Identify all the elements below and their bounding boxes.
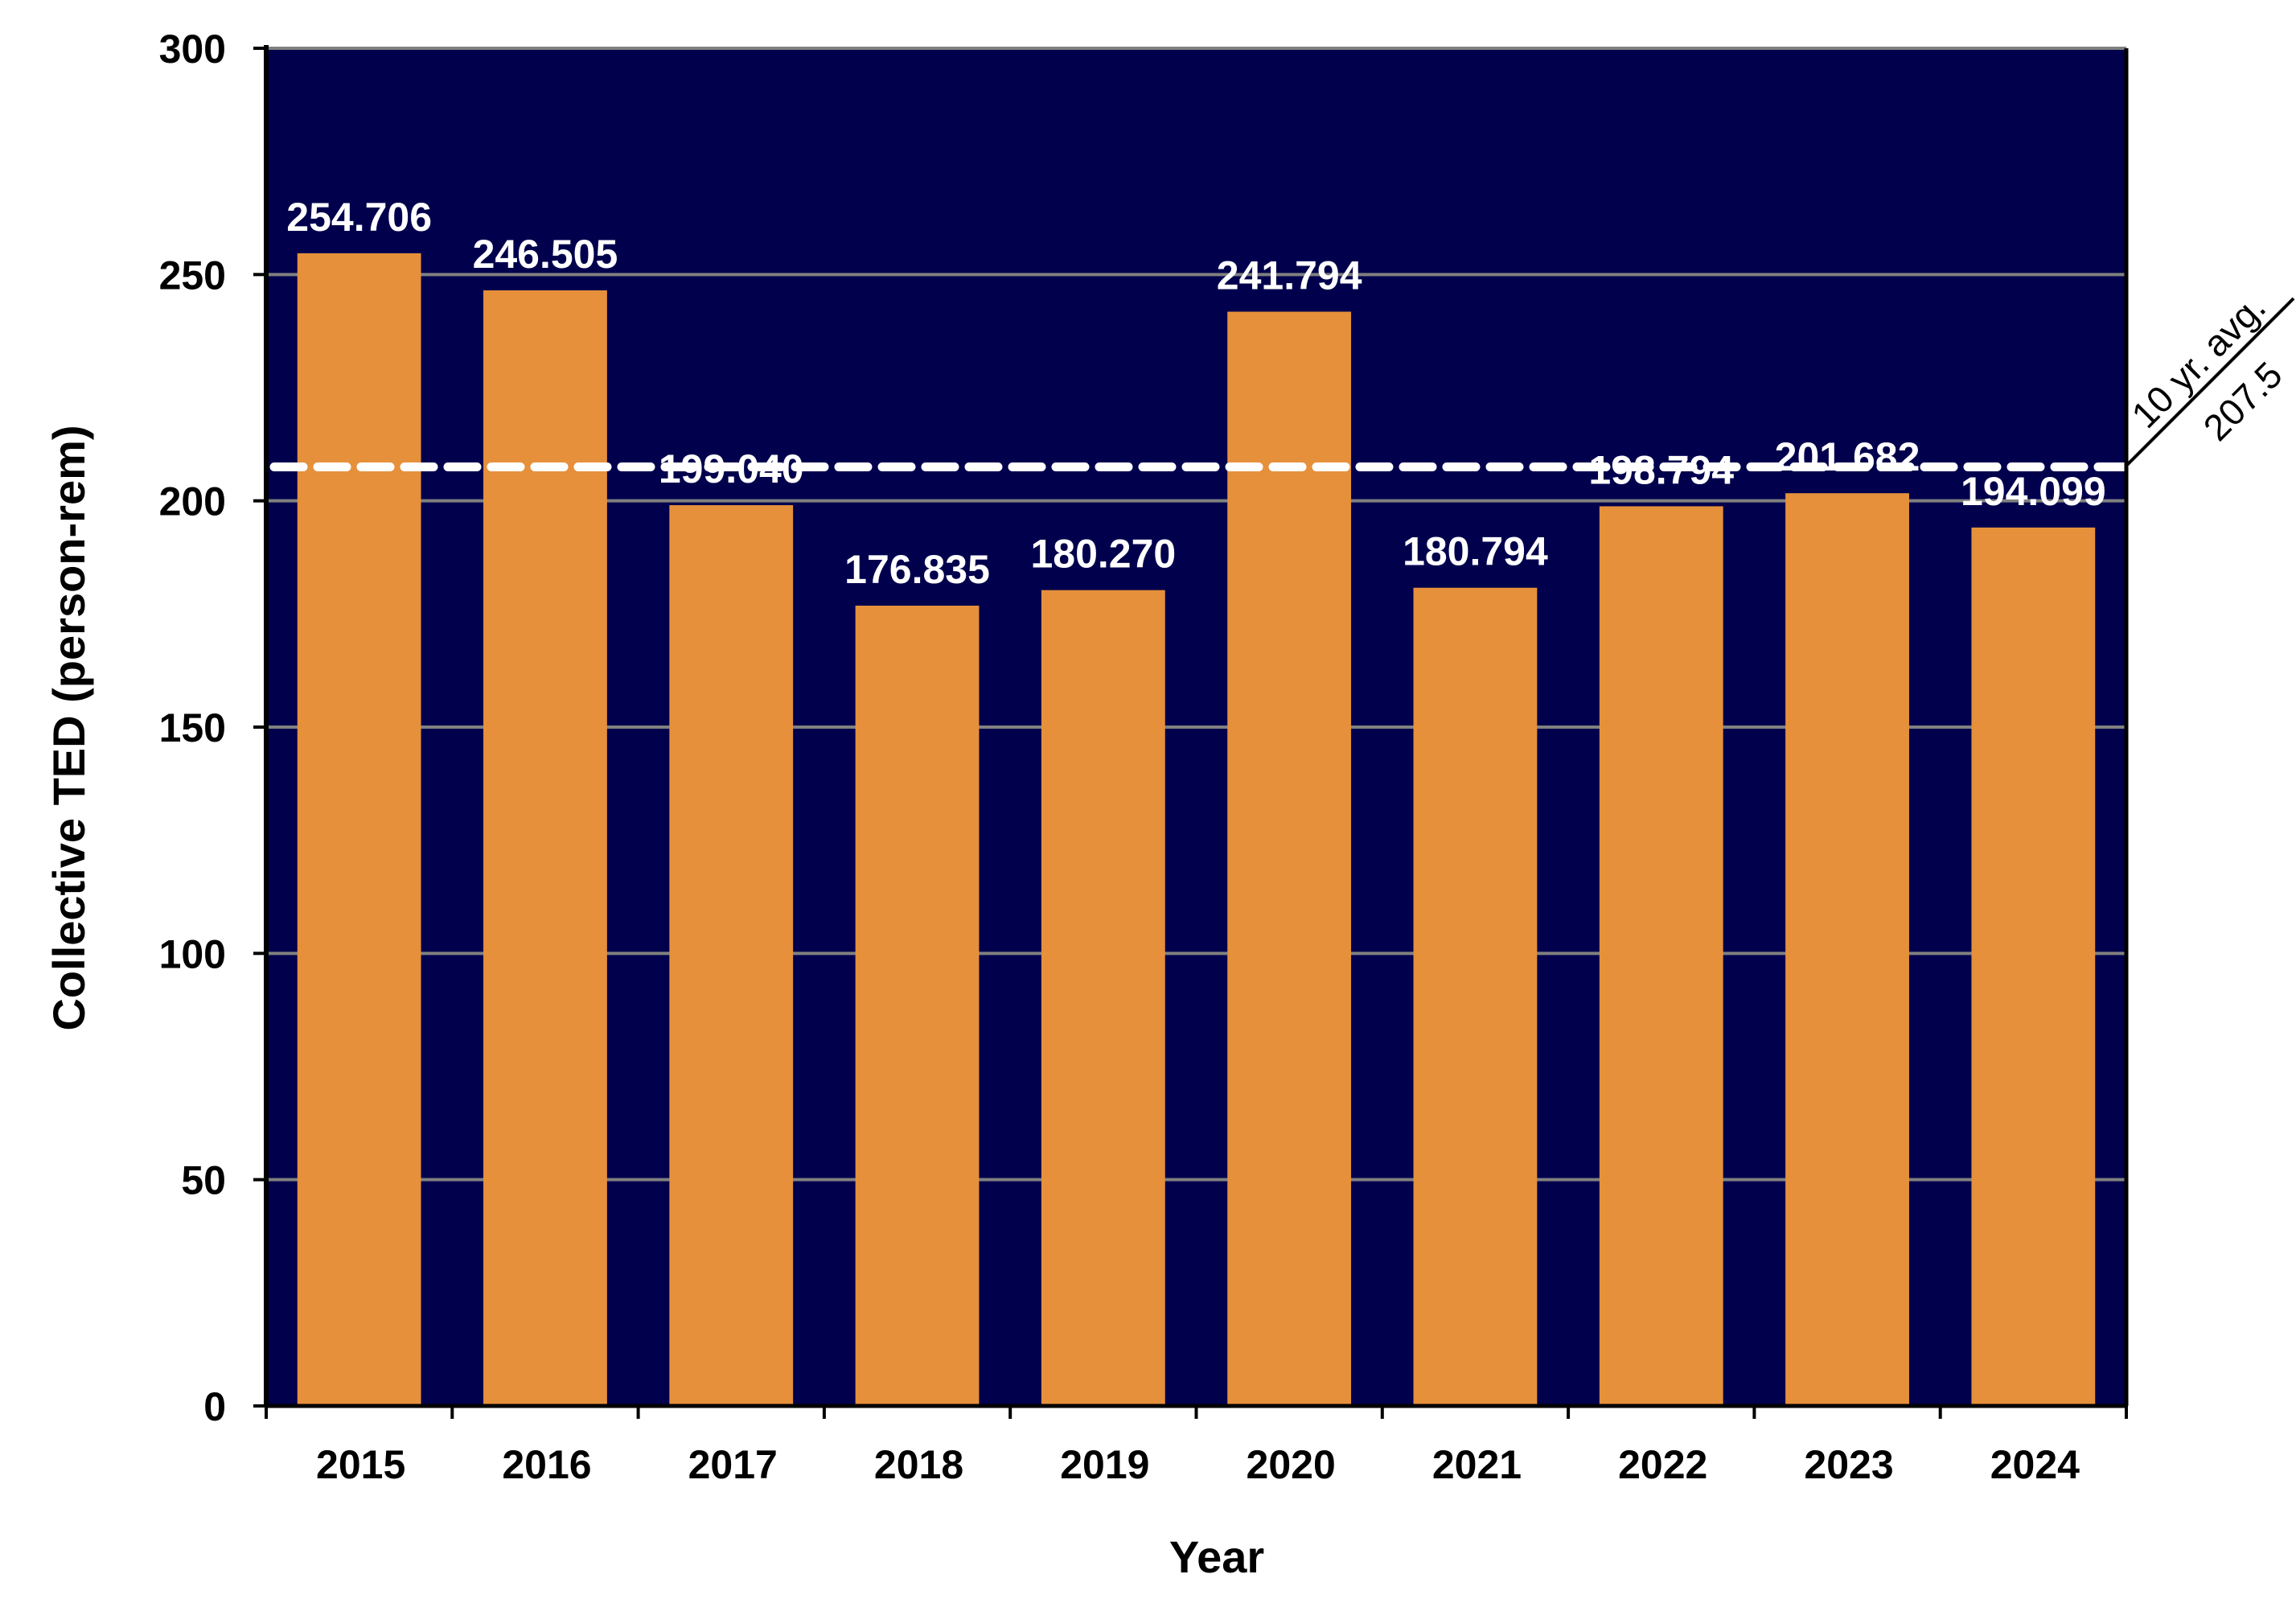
- x-tick-label: 2019: [1060, 1442, 1149, 1487]
- x-axis-title: Year: [1169, 1531, 1264, 1582]
- data-label-2020: 241.794: [1217, 253, 1362, 298]
- x-tick-label: 2022: [1618, 1442, 1707, 1487]
- bar-2024: [1971, 527, 2096, 1406]
- x-tick-label: 2016: [502, 1442, 591, 1487]
- y-tick-labels: 0 50 100 150 200 250 300: [159, 27, 226, 1429]
- x-tick-label: 2017: [688, 1442, 778, 1487]
- bar-2017: [669, 505, 794, 1406]
- bar-2023: [1785, 493, 1909, 1406]
- y-tick-label: 250: [159, 253, 226, 298]
- x-tick-label: 2023: [1804, 1442, 1893, 1487]
- data-label-2019: 180.270: [1030, 532, 1176, 577]
- bar-2021: [1413, 587, 1538, 1406]
- bar-2015: [297, 253, 421, 1406]
- data-label-2021: 180.794: [1403, 529, 1548, 574]
- y-tick-label: 100: [159, 931, 226, 976]
- y-axis-title: Collective TED (person-rem): [43, 425, 94, 1030]
- x-tick-label: 2015: [316, 1442, 405, 1487]
- y-tick-label: 150: [159, 705, 226, 750]
- annotation-leader-line: [2125, 297, 2295, 467]
- y-tick-label: 50: [181, 1158, 226, 1203]
- data-label-2024: 194.099: [1961, 469, 2106, 514]
- data-label-2015: 254.706: [286, 195, 432, 240]
- x-tick-labels: 2015 2016 2017 2018 2019 2020 2021 2022 2023 2024: [316, 1442, 2080, 1487]
- data-label-2016: 246.505: [473, 232, 618, 277]
- bar-2019: [1041, 590, 1165, 1406]
- x-tick-label: 2018: [874, 1442, 963, 1487]
- average-annotation: 10 yr. avg. 207.5: [2123, 286, 2295, 467]
- bar-2020: [1227, 311, 1352, 1407]
- bar-2018: [855, 606, 980, 1406]
- y-tick-label: 0: [203, 1384, 226, 1429]
- x-tick-label: 2021: [1432, 1442, 1522, 1487]
- y-tick-label: 300: [159, 27, 226, 72]
- data-labels: 254.706246.505199.040176.835180.270241.7…: [286, 195, 2105, 592]
- x-tick-label: 2020: [1247, 1442, 1336, 1487]
- axes: [253, 45, 2129, 1419]
- x-tick-label: 2024: [1990, 1442, 2080, 1487]
- data-label-2018: 176.835: [844, 547, 990, 592]
- data-label-2023: 201.682: [1775, 434, 1920, 479]
- bar-2022: [1599, 506, 1723, 1407]
- bar-2016: [483, 290, 607, 1406]
- bars: [297, 253, 2096, 1407]
- y-tick-label: 200: [159, 479, 226, 524]
